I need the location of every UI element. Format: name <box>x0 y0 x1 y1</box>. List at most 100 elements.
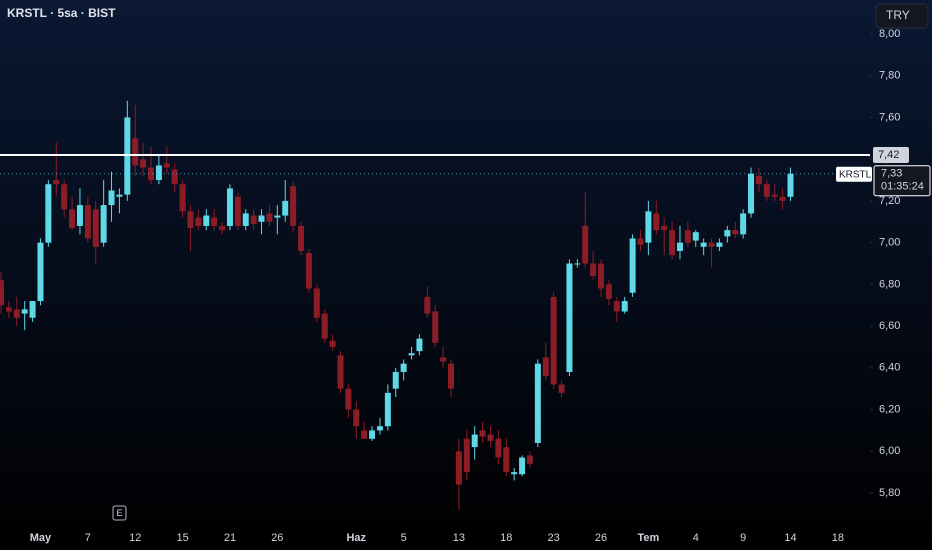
candle-body <box>0 280 4 306</box>
x-tick-label: 9 <box>740 532 746 544</box>
candle-body <box>171 169 178 185</box>
candle-body <box>558 384 565 393</box>
candle-body <box>61 184 68 210</box>
candle-body <box>479 430 486 437</box>
candle-body <box>629 238 636 293</box>
candle-body <box>53 180 60 185</box>
candle-body <box>45 184 52 243</box>
candle-body <box>108 190 115 206</box>
x-tick-label: 14 <box>784 532 796 544</box>
candle-body <box>76 205 83 226</box>
plot-area <box>0 100 794 510</box>
candle-body <box>542 357 549 377</box>
candle-body <box>637 238 644 245</box>
candle-body <box>337 355 344 389</box>
candle-body <box>258 215 265 222</box>
candle-body <box>92 209 99 247</box>
candle-body <box>84 205 91 239</box>
candle-body <box>669 230 676 256</box>
price-line-label-box <box>873 147 909 164</box>
x-tick-label: 18 <box>500 532 512 544</box>
candle-body <box>574 263 581 265</box>
candle-body <box>732 230 739 235</box>
x-tick-label: 26 <box>271 532 283 544</box>
event-marker-box[interactable] <box>112 505 127 521</box>
candle-body <box>195 217 202 226</box>
candle-body <box>37 242 44 302</box>
currency[interactable]: TRY <box>886 8 910 22</box>
candle-body <box>187 211 194 229</box>
candle-body <box>684 230 691 243</box>
x-tick-label: 15 <box>176 532 188 544</box>
x-tick-label: 12 <box>129 532 141 544</box>
candle-body <box>163 163 170 168</box>
candle-body <box>566 263 573 372</box>
candle-body <box>653 213 660 231</box>
candle-body <box>100 205 107 243</box>
candle-body <box>519 457 526 475</box>
candle-body <box>203 215 210 226</box>
candle-body <box>748 173 755 214</box>
candle-body <box>455 451 462 485</box>
candle-body <box>716 242 723 247</box>
candle-body <box>29 301 36 318</box>
candle-body <box>487 434 494 441</box>
candle-body <box>526 455 533 464</box>
event-marker[interactable]: E <box>116 508 122 518</box>
candle-body <box>282 200 289 216</box>
candle-body <box>771 194 778 197</box>
candle-body <box>329 340 336 347</box>
candle-body <box>353 409 360 427</box>
candle-body <box>463 438 470 473</box>
candle-body <box>724 230 731 237</box>
candle-body <box>69 209 76 229</box>
y-tick-label: 7,20 <box>879 195 900 207</box>
currency-box[interactable] <box>875 3 929 29</box>
y-tick-label: 8,00 <box>879 28 900 40</box>
overlay: 5,806,006,206,406,606,807,007,207,407,60… <box>0 28 931 544</box>
candle-body <box>392 371 399 389</box>
candle-body <box>250 215 257 224</box>
x-tick-label: 7 <box>85 532 91 544</box>
x-tick-label: 4 <box>693 532 699 544</box>
last-price-label: 7,33 <box>881 168 902 180</box>
candle-body <box>440 357 447 362</box>
candle-body <box>613 301 620 312</box>
y-tick-label: 7,60 <box>879 111 900 123</box>
candle-body <box>779 196 786 201</box>
y-tick-label: 5,80 <box>879 487 900 499</box>
candle-body <box>234 196 241 226</box>
candle-body <box>274 215 281 218</box>
candle-body <box>661 225 668 231</box>
candle-body <box>226 188 233 226</box>
candle-body <box>763 184 770 197</box>
candle-body <box>550 296 557 385</box>
candle-body <box>787 173 794 197</box>
candle-body <box>21 309 28 314</box>
candle-body <box>305 253 312 289</box>
candle-body <box>345 388 352 410</box>
candle-body <box>179 184 186 212</box>
candle-body <box>692 232 699 241</box>
candle-body <box>219 225 226 231</box>
y-tick-label: 6,60 <box>879 320 900 332</box>
candle-body <box>755 175 762 185</box>
candle-body <box>511 472 518 475</box>
x-tick-label: 26 <box>595 532 607 544</box>
candle-body <box>534 363 541 443</box>
candle-body <box>424 296 431 314</box>
candle-body <box>369 430 376 439</box>
x-tick-label: 18 <box>832 532 844 544</box>
candle-body <box>384 392 391 427</box>
candle-body <box>124 117 131 195</box>
candle-body <box>313 288 320 318</box>
candle-body <box>155 165 162 181</box>
symbol-label-box <box>836 166 872 182</box>
x-tick-label: 5 <box>401 532 407 544</box>
candle-body <box>471 434 478 448</box>
y-tick-label: 6,00 <box>879 445 900 457</box>
candle-body <box>5 307 12 312</box>
candle-body <box>448 363 455 389</box>
candle-body <box>132 138 139 166</box>
